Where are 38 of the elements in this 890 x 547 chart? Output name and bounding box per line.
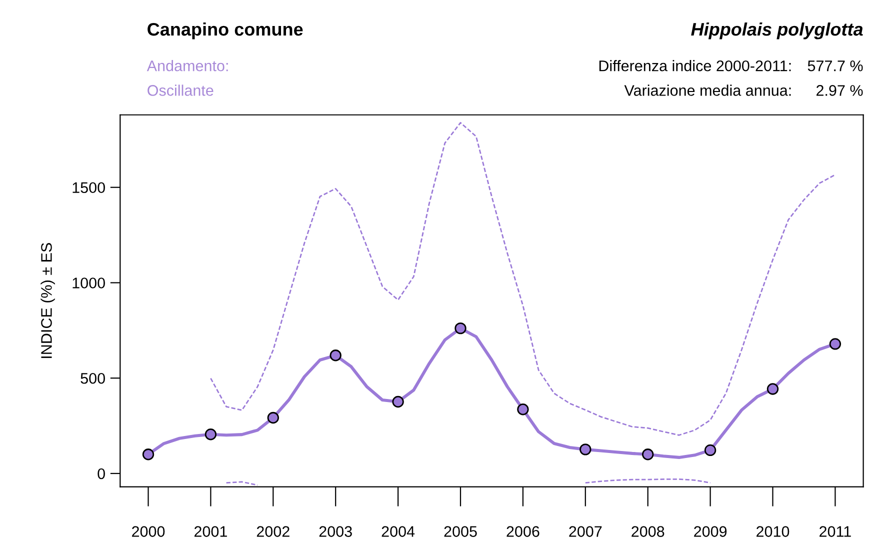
point [580, 444, 592, 456]
chart-title: Canapino comune [148, 22, 303, 40]
y-tick-label: 1500 [72, 182, 105, 194]
point [392, 396, 404, 408]
point [642, 448, 654, 460]
text: 2.97 % [816, 85, 863, 96]
x-tick-label: 2000 [132, 526, 165, 537]
x-tick-label: 2003 [319, 526, 352, 537]
point [330, 350, 342, 362]
x-tick-label: 2010 [756, 526, 790, 537]
line-series [210, 122, 836, 436]
text: Differenza indice 2000-2011: [599, 60, 791, 72]
point [704, 444, 716, 456]
x-tick-label: 2009 [694, 526, 727, 537]
x-tick-label: 2005 [444, 526, 477, 537]
x-tick-label: 2007 [569, 526, 602, 537]
chart-subtitle: Hippolais polyglotta [691, 22, 863, 40]
y-tick-label: 0 [98, 468, 105, 480]
y-tick-label: 1000 [72, 278, 105, 288]
x-tick-label: 2006 [506, 526, 540, 537]
point [517, 404, 529, 416]
text: Oscillante [148, 84, 214, 96]
x-tick-label: 2002 [256, 526, 290, 537]
text: Variazione media annua: [624, 84, 791, 96]
point [204, 428, 217, 440]
point [829, 338, 842, 350]
point [454, 322, 466, 334]
x-tick-label: 2008 [632, 526, 664, 537]
x-tick-label: 2004 [382, 526, 415, 537]
point [766, 383, 779, 395]
y-tick-label: 500 [80, 372, 105, 384]
point [267, 412, 279, 424]
x-tick-label: 2011 [820, 526, 851, 537]
text: Andamento: [146, 60, 228, 72]
text: 577.7 % [808, 60, 863, 72]
point [142, 448, 154, 460]
x-tick-label: 2001 [194, 526, 227, 537]
y-axis-title: INDICE (%) ± ES [40, 243, 55, 358]
